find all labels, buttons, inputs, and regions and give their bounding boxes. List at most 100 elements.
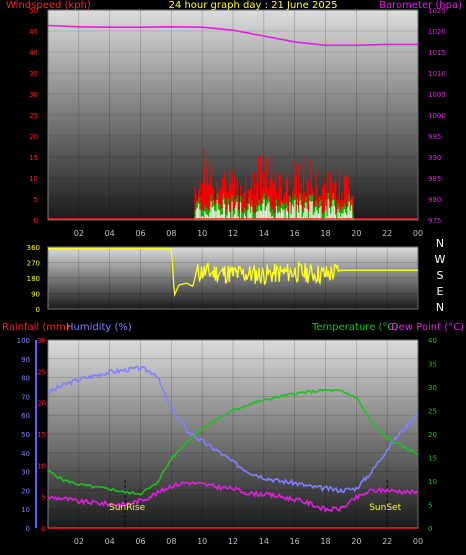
windspeed-tick-label: 25	[29, 112, 38, 120]
windspeed-avg-bar	[328, 208, 331, 220]
x-tick-label: 20	[351, 537, 361, 546]
windspeed-gust-bar	[257, 158, 259, 220]
barometer-line	[47, 24, 418, 47]
windspeed-gust-bar	[284, 192, 286, 220]
x-tick-label: 22	[382, 537, 392, 546]
windspeed-avg-bar	[347, 207, 349, 220]
rainfall-tick-label: 10	[37, 462, 46, 470]
windspeed-avg-bar	[195, 209, 197, 220]
windspeed-gust-bar	[322, 186, 324, 220]
windspeed-gust-bar	[210, 164, 212, 220]
windspeed-avg-bar	[264, 210, 266, 220]
windspeed-avg-bar	[344, 212, 347, 220]
windspeed-gust-bar	[315, 170, 317, 220]
windspeed-green-bar	[322, 213, 324, 220]
windspeed-green-bar	[237, 210, 239, 220]
windspeed-avg-bar	[325, 205, 327, 220]
windspeed-avg-bar	[196, 207, 199, 220]
windspeed-green-bar	[233, 208, 236, 220]
windspeed-avg-bar	[278, 211, 280, 220]
dewpoint-axis-title: Dew Point (°C)	[391, 322, 464, 333]
windspeed-gust-bar	[221, 178, 223, 220]
windspeed-avg-bar	[236, 201, 238, 220]
windspeed-avg-bar	[282, 209, 284, 220]
temperature-axis: 0 5 10 15 20 25 30 35 40	[428, 337, 437, 533]
windspeed-gust-bar	[226, 192, 228, 220]
windspeed-gust-bar	[339, 200, 342, 220]
windspeed-gust-bar	[208, 184, 210, 220]
windspeed-green-bar	[232, 211, 234, 220]
compass-label: W	[435, 253, 446, 266]
windspeed-avg-bar	[338, 212, 340, 220]
windspeed-gust-bar	[231, 169, 233, 220]
barometer-tick-label: 1020	[428, 28, 446, 36]
rainfall-tick-label: 5	[42, 494, 46, 502]
windspeed-gust-bar	[209, 177, 211, 220]
windspeed-gust-bar	[286, 172, 289, 220]
windspeed-green-bar	[339, 210, 342, 220]
windspeed-avg-bar	[302, 212, 305, 220]
temperature-tick-label: 20	[428, 431, 437, 439]
barometer-tick-label: 985	[428, 175, 441, 183]
humidity-tick-label: 80	[21, 375, 30, 383]
windspeed-gust-bar	[249, 188, 252, 220]
humidity-tick-label: 30	[21, 469, 30, 477]
windspeed-avg-bar	[319, 208, 321, 220]
wind-direction-plot-area	[47, 246, 419, 310]
windspeed-avg-bar	[333, 205, 336, 220]
windspeed-gust-bar	[219, 188, 221, 220]
windspeed-avg-bar	[261, 211, 263, 220]
windspeed-gust-bar	[316, 185, 318, 220]
windspeed-gust-bar	[203, 149, 205, 220]
windspeed-avg-bar	[346, 214, 348, 220]
windspeed-gust-bar	[335, 179, 337, 220]
windspeed-gust-bar	[233, 176, 236, 220]
windspeed-gust-bar	[346, 178, 348, 220]
chart-title: 24 hour graph day : 21 June 2025	[169, 0, 338, 11]
windspeed-green-bar	[284, 212, 286, 220]
windspeed-tick-label: 15	[29, 154, 38, 162]
compass-label: S	[437, 269, 444, 282]
windspeed-avg-bar	[317, 213, 320, 220]
windspeed-avg-bar	[211, 207, 213, 220]
wind-direction-tick-label: 270	[27, 260, 40, 268]
windspeed-avg-bar	[269, 212, 271, 220]
x-tick-label: 04	[105, 537, 115, 546]
compass-label: N	[436, 301, 444, 314]
windspeed-gust-bar	[256, 183, 258, 220]
windspeed-gust-bar	[336, 199, 338, 220]
windspeed-gust-bar	[330, 172, 332, 220]
windspeed-avg-bar	[205, 214, 207, 220]
windspeed-avg-bar	[249, 212, 252, 220]
windspeed-avg-bar	[320, 206, 322, 220]
barometer-axis: 975 980 985 990 995 1000 1005 1010 1015 1020 1025	[428, 7, 446, 225]
windspeed-avg-bar	[235, 205, 237, 220]
windspeed-avg-bar	[256, 212, 258, 220]
windspeed-avg-bar	[341, 213, 343, 220]
windspeed-gust-bar	[307, 182, 310, 220]
windspeed-avg-bar	[267, 203, 269, 220]
windspeed-gust-bar	[251, 171, 253, 220]
windspeed-green-bar	[272, 209, 274, 220]
barometer-tick-label: 990	[428, 154, 441, 162]
rainfall-tick-label: 0	[42, 525, 46, 533]
windspeed-gust-bar	[220, 188, 222, 220]
windspeed-tick-label: 10	[29, 175, 38, 183]
windspeed-gust-bar	[265, 157, 268, 220]
windspeed-green-bar	[203, 211, 205, 220]
windspeed-green-bar	[221, 208, 223, 220]
humidity-tick-label: 0	[26, 525, 30, 533]
windspeed-avg-bar	[277, 213, 279, 220]
windspeed-avg-bar	[309, 200, 311, 220]
windspeed-avg-bar	[304, 208, 306, 220]
humidity-axis-title: Humidity (%)	[66, 322, 132, 333]
windspeed-avg-bar	[204, 211, 206, 220]
temperature-tick-label: 30	[428, 384, 437, 392]
windspeed-gust-bar	[338, 167, 340, 220]
windspeed-avg-bar	[330, 213, 332, 220]
windspeed-tick-label: 45	[29, 28, 38, 36]
wind-baro-x-axis: 02 04 06 08 10 12 14 16 18 20 22 00	[74, 229, 423, 238]
windspeed-gust-bar	[224, 172, 226, 220]
humidity-tick-label: 100	[17, 337, 30, 345]
